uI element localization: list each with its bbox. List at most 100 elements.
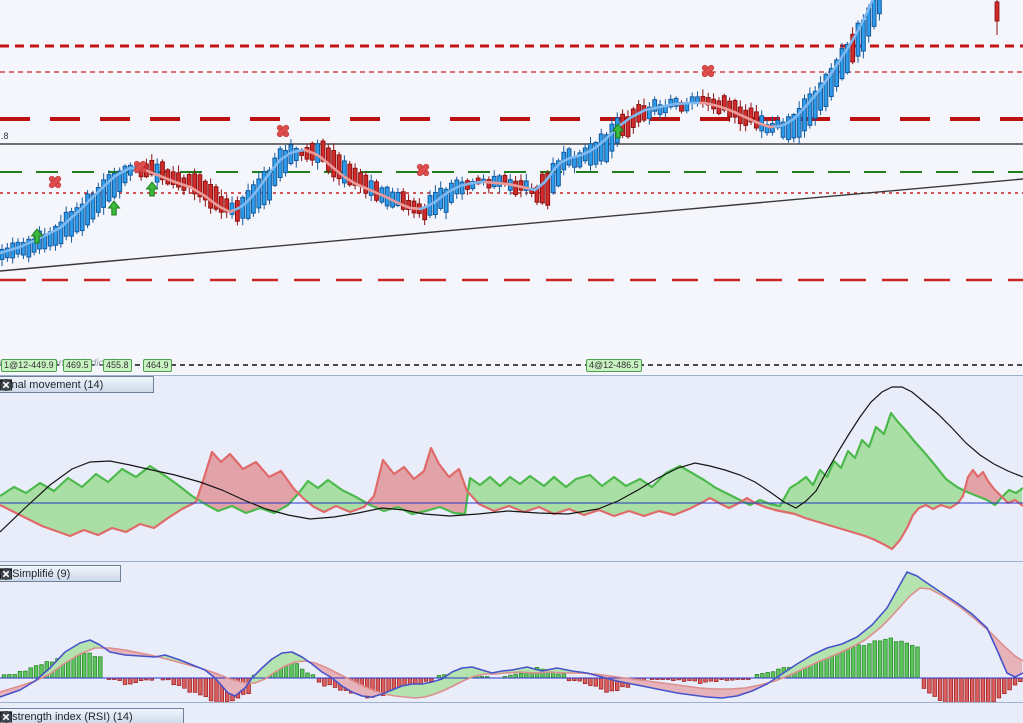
panel-separator (0, 561, 1023, 562)
candle (368, 180, 374, 196)
close-icon[interactable] (0, 378, 148, 391)
candle (95, 187, 101, 213)
position-label[interactable]: 464.9 (143, 359, 172, 372)
position-label[interactable]: 1@12-449.9 (1, 359, 57, 372)
candle (58, 221, 64, 245)
candle (122, 165, 128, 184)
candle (111, 173, 117, 198)
candle (192, 173, 197, 195)
candle (459, 181, 465, 195)
candle (721, 95, 727, 111)
candle (101, 179, 106, 208)
candle (293, 148, 299, 161)
sell-signal-icon (701, 64, 715, 78)
candle (572, 157, 577, 168)
wrench-icon[interactable] (0, 710, 148, 723)
window-icon[interactable] (0, 710, 163, 723)
candle (336, 154, 342, 180)
candle (79, 203, 85, 232)
close-icon[interactable] (0, 710, 178, 723)
wrench-icon[interactable] (0, 567, 85, 580)
buy-signal-icon (145, 181, 159, 197)
indicator-header-rsi: e strength index (RSI) (14) (0, 708, 184, 723)
candle (326, 147, 331, 172)
candle (871, 0, 877, 27)
indicator-title: e strength index (RSI) (14) (3, 710, 133, 723)
candle (545, 172, 551, 206)
position-label[interactable]: 4@12-486.5 (586, 359, 642, 372)
candle (609, 123, 615, 152)
candle (695, 96, 700, 103)
candle (786, 116, 791, 141)
buy-signal-icon (30, 228, 44, 244)
candle (283, 150, 288, 174)
candle (550, 163, 556, 194)
candle (625, 116, 631, 138)
candle (823, 73, 829, 108)
candle (657, 104, 663, 115)
position-label[interactable]: 469.5 (63, 359, 92, 372)
candle (0, 248, 5, 260)
candle (320, 140, 326, 162)
candle (593, 142, 599, 165)
candle (342, 160, 347, 184)
buy-signal-icon (611, 123, 625, 139)
candle (732, 100, 738, 118)
close-icon[interactable] (0, 567, 115, 580)
candle (202, 180, 208, 201)
candle (69, 211, 74, 237)
candle (363, 174, 369, 194)
candle (818, 82, 824, 111)
candle (834, 59, 840, 87)
candle (754, 111, 759, 129)
candle (850, 33, 856, 63)
price-level-label: .8 (1, 131, 9, 141)
candle (85, 193, 90, 226)
candle (802, 98, 807, 132)
candle (807, 93, 813, 126)
wrench-icon[interactable] (0, 378, 118, 391)
candle (513, 180, 519, 196)
candle (406, 200, 412, 210)
directional-movement-canvas[interactable] (0, 375, 1023, 562)
macd-canvas[interactable] (0, 562, 1023, 703)
candle (855, 22, 861, 57)
sell-signal-icon (48, 175, 62, 189)
candle (844, 43, 850, 74)
candle (812, 90, 818, 119)
candle (197, 174, 203, 198)
buy-signal-icon (107, 200, 121, 216)
price-chart-canvas[interactable] (0, 0, 1023, 375)
candle (235, 200, 240, 222)
candle (556, 160, 561, 187)
candle (588, 143, 593, 166)
candle (74, 207, 80, 233)
candle (470, 181, 476, 190)
candle (449, 182, 454, 203)
candle (780, 121, 786, 138)
candle (577, 152, 583, 168)
candle (304, 147, 310, 160)
indicator-title: e Simplifié (9) (3, 567, 71, 580)
sell-signal-icon (416, 163, 430, 177)
candle (218, 196, 224, 213)
candle (267, 169, 272, 201)
candle (245, 190, 251, 220)
position-label[interactable]: 455.8 (103, 359, 132, 372)
candle (502, 175, 508, 183)
panel-separator (0, 375, 1023, 376)
candle (4, 247, 10, 259)
window-icon[interactable] (0, 378, 133, 391)
window-icon[interactable] (0, 567, 100, 580)
candle (604, 134, 610, 163)
candle (272, 157, 278, 186)
sell-signal-icon (276, 124, 290, 138)
candle (347, 163, 353, 186)
candle (641, 105, 647, 121)
candle (90, 193, 96, 220)
candle (652, 99, 658, 112)
candle (400, 191, 406, 210)
candle (315, 143, 321, 163)
candle (331, 150, 337, 178)
